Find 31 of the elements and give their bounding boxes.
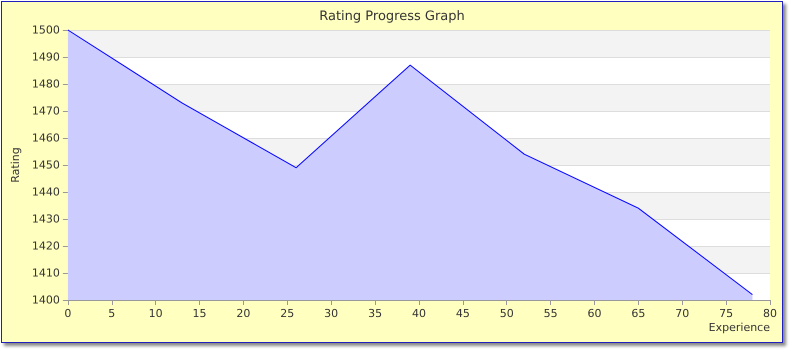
- x-tick-label: 0: [64, 307, 72, 320]
- chart-title: Rating Progress Graph: [319, 9, 465, 24]
- x-tick-label: 5: [108, 307, 116, 320]
- y-tick-label: 1460: [32, 132, 60, 144]
- y-tick-label: 1420: [32, 240, 60, 252]
- y-tick-label: 1480: [32, 78, 60, 90]
- x-tick-label: 45: [456, 307, 470, 320]
- x-tick-label: 35: [368, 307, 382, 320]
- x-tick-label: 10: [148, 307, 163, 320]
- x-tick-label: 75: [719, 307, 734, 320]
- y-tick-label: 1410: [32, 266, 60, 280]
- x-tick-label: 30: [324, 307, 338, 320]
- y-tick-label: 1430: [32, 212, 60, 226]
- y-tick-label: 1470: [32, 104, 60, 118]
- y-tick-label: 1490: [32, 50, 60, 64]
- x-axis-title: Experience: [708, 321, 770, 334]
- x-tick-label: 65: [631, 307, 646, 320]
- x-tick-label: 55: [544, 307, 558, 320]
- x-tick-label: 40: [412, 307, 426, 320]
- x-tick-label: 50: [500, 307, 514, 320]
- y-axis-title: Rating: [9, 147, 22, 183]
- x-tick-label: 80: [763, 307, 777, 320]
- y-tick-label: 1450: [32, 158, 60, 172]
- x-tick-label: 20: [236, 307, 250, 320]
- x-tick-label: 70: [675, 307, 690, 320]
- x-tick-label: 15: [192, 307, 207, 320]
- x-tick-label: 25: [280, 307, 294, 320]
- x-tick-label: 60: [587, 307, 602, 320]
- y-tick-label: 1500: [32, 24, 60, 36]
- y-tick-label: 1400: [32, 294, 60, 306]
- y-tick-label: 1440: [32, 186, 60, 198]
